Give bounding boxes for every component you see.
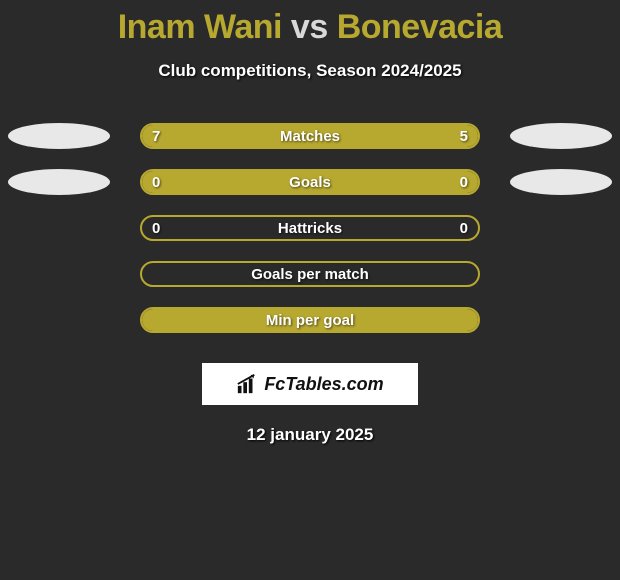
stats-container: 7Matches50Goals00Hattricks0Goals per mat… xyxy=(0,115,620,345)
stat-row: Min per goal xyxy=(0,299,620,345)
player2-marker xyxy=(510,123,612,149)
player1-marker xyxy=(8,169,110,195)
player1-marker xyxy=(8,123,110,149)
comparison-title: Inam Wani vs Bonevacia xyxy=(0,0,620,47)
stat-bar xyxy=(140,215,480,241)
player2-name: Bonevacia xyxy=(337,8,503,46)
stat-bar-fill xyxy=(142,171,478,193)
vs-label: vs xyxy=(291,8,328,46)
stat-row: 0Hattricks0 xyxy=(0,207,620,253)
player1-name: Inam Wani xyxy=(118,8,282,46)
stat-bar-fill xyxy=(142,125,478,147)
stat-bar-fill xyxy=(142,309,478,331)
stat-bar xyxy=(140,123,480,149)
stat-bar xyxy=(140,261,480,287)
stat-row: Goals per match xyxy=(0,253,620,299)
source-logo: FcTables.com xyxy=(202,363,418,405)
stat-bar xyxy=(140,169,480,195)
stat-bar xyxy=(140,307,480,333)
stat-row: 7Matches5 xyxy=(0,115,620,161)
stat-row: 0Goals0 xyxy=(0,161,620,207)
player2-marker xyxy=(510,169,612,195)
snapshot-date: 12 january 2025 xyxy=(0,425,620,445)
logo-text: FcTables.com xyxy=(264,374,383,395)
bar-chart-icon xyxy=(236,373,258,395)
subtitle: Club competitions, Season 2024/2025 xyxy=(0,61,620,81)
